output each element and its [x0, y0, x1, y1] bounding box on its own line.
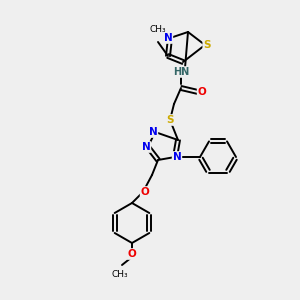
Text: N: N	[148, 127, 158, 137]
Text: O: O	[198, 87, 206, 97]
Text: N: N	[172, 152, 182, 162]
Text: HN: HN	[173, 67, 189, 77]
Text: S: S	[166, 115, 174, 125]
Text: N: N	[164, 33, 172, 43]
Text: CH₃: CH₃	[150, 25, 166, 34]
Text: CH₃: CH₃	[112, 270, 128, 279]
Text: O: O	[128, 249, 136, 259]
Text: N: N	[142, 142, 150, 152]
Text: O: O	[141, 187, 149, 197]
Text: S: S	[203, 40, 211, 50]
